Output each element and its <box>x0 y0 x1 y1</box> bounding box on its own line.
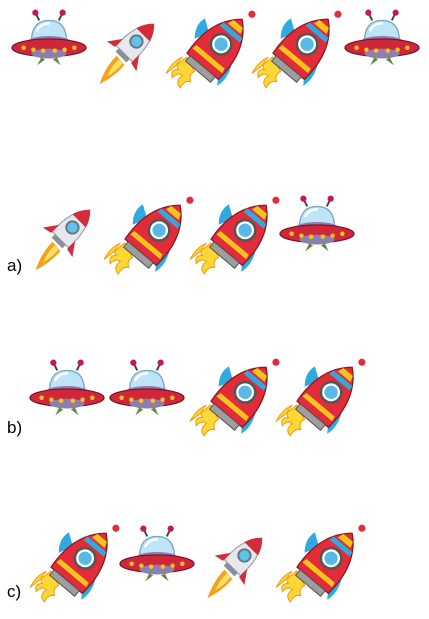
ufo-icon <box>10 6 88 70</box>
big-rocket-icon <box>28 522 120 604</box>
big-rocket-icon <box>274 522 366 604</box>
option-row-b[interactable]: b) <box>0 352 429 442</box>
ufo-icon <box>108 356 186 420</box>
small-rocket-icon <box>92 10 166 86</box>
small-rocket-icon <box>28 196 102 272</box>
sequence-row-top <box>0 6 429 96</box>
option-label-b: b) <box>7 418 23 437</box>
big-rocket-icon <box>188 194 280 276</box>
option-label-a: a) <box>7 256 23 275</box>
ufo-icon <box>278 192 356 256</box>
ufo-icon <box>28 356 106 420</box>
big-rocket-icon <box>250 8 342 90</box>
big-rocket-icon <box>102 194 194 276</box>
option-row-a[interactable]: a) <box>0 190 429 280</box>
big-rocket-icon <box>274 356 366 438</box>
ufo-icon <box>118 522 196 586</box>
option-label-c: c) <box>7 582 22 601</box>
big-rocket-icon <box>188 356 280 438</box>
option-row-c[interactable]: c) <box>0 518 429 608</box>
small-rocket-icon <box>200 524 274 600</box>
big-rocket-icon <box>164 8 256 90</box>
ufo-icon <box>343 6 421 70</box>
